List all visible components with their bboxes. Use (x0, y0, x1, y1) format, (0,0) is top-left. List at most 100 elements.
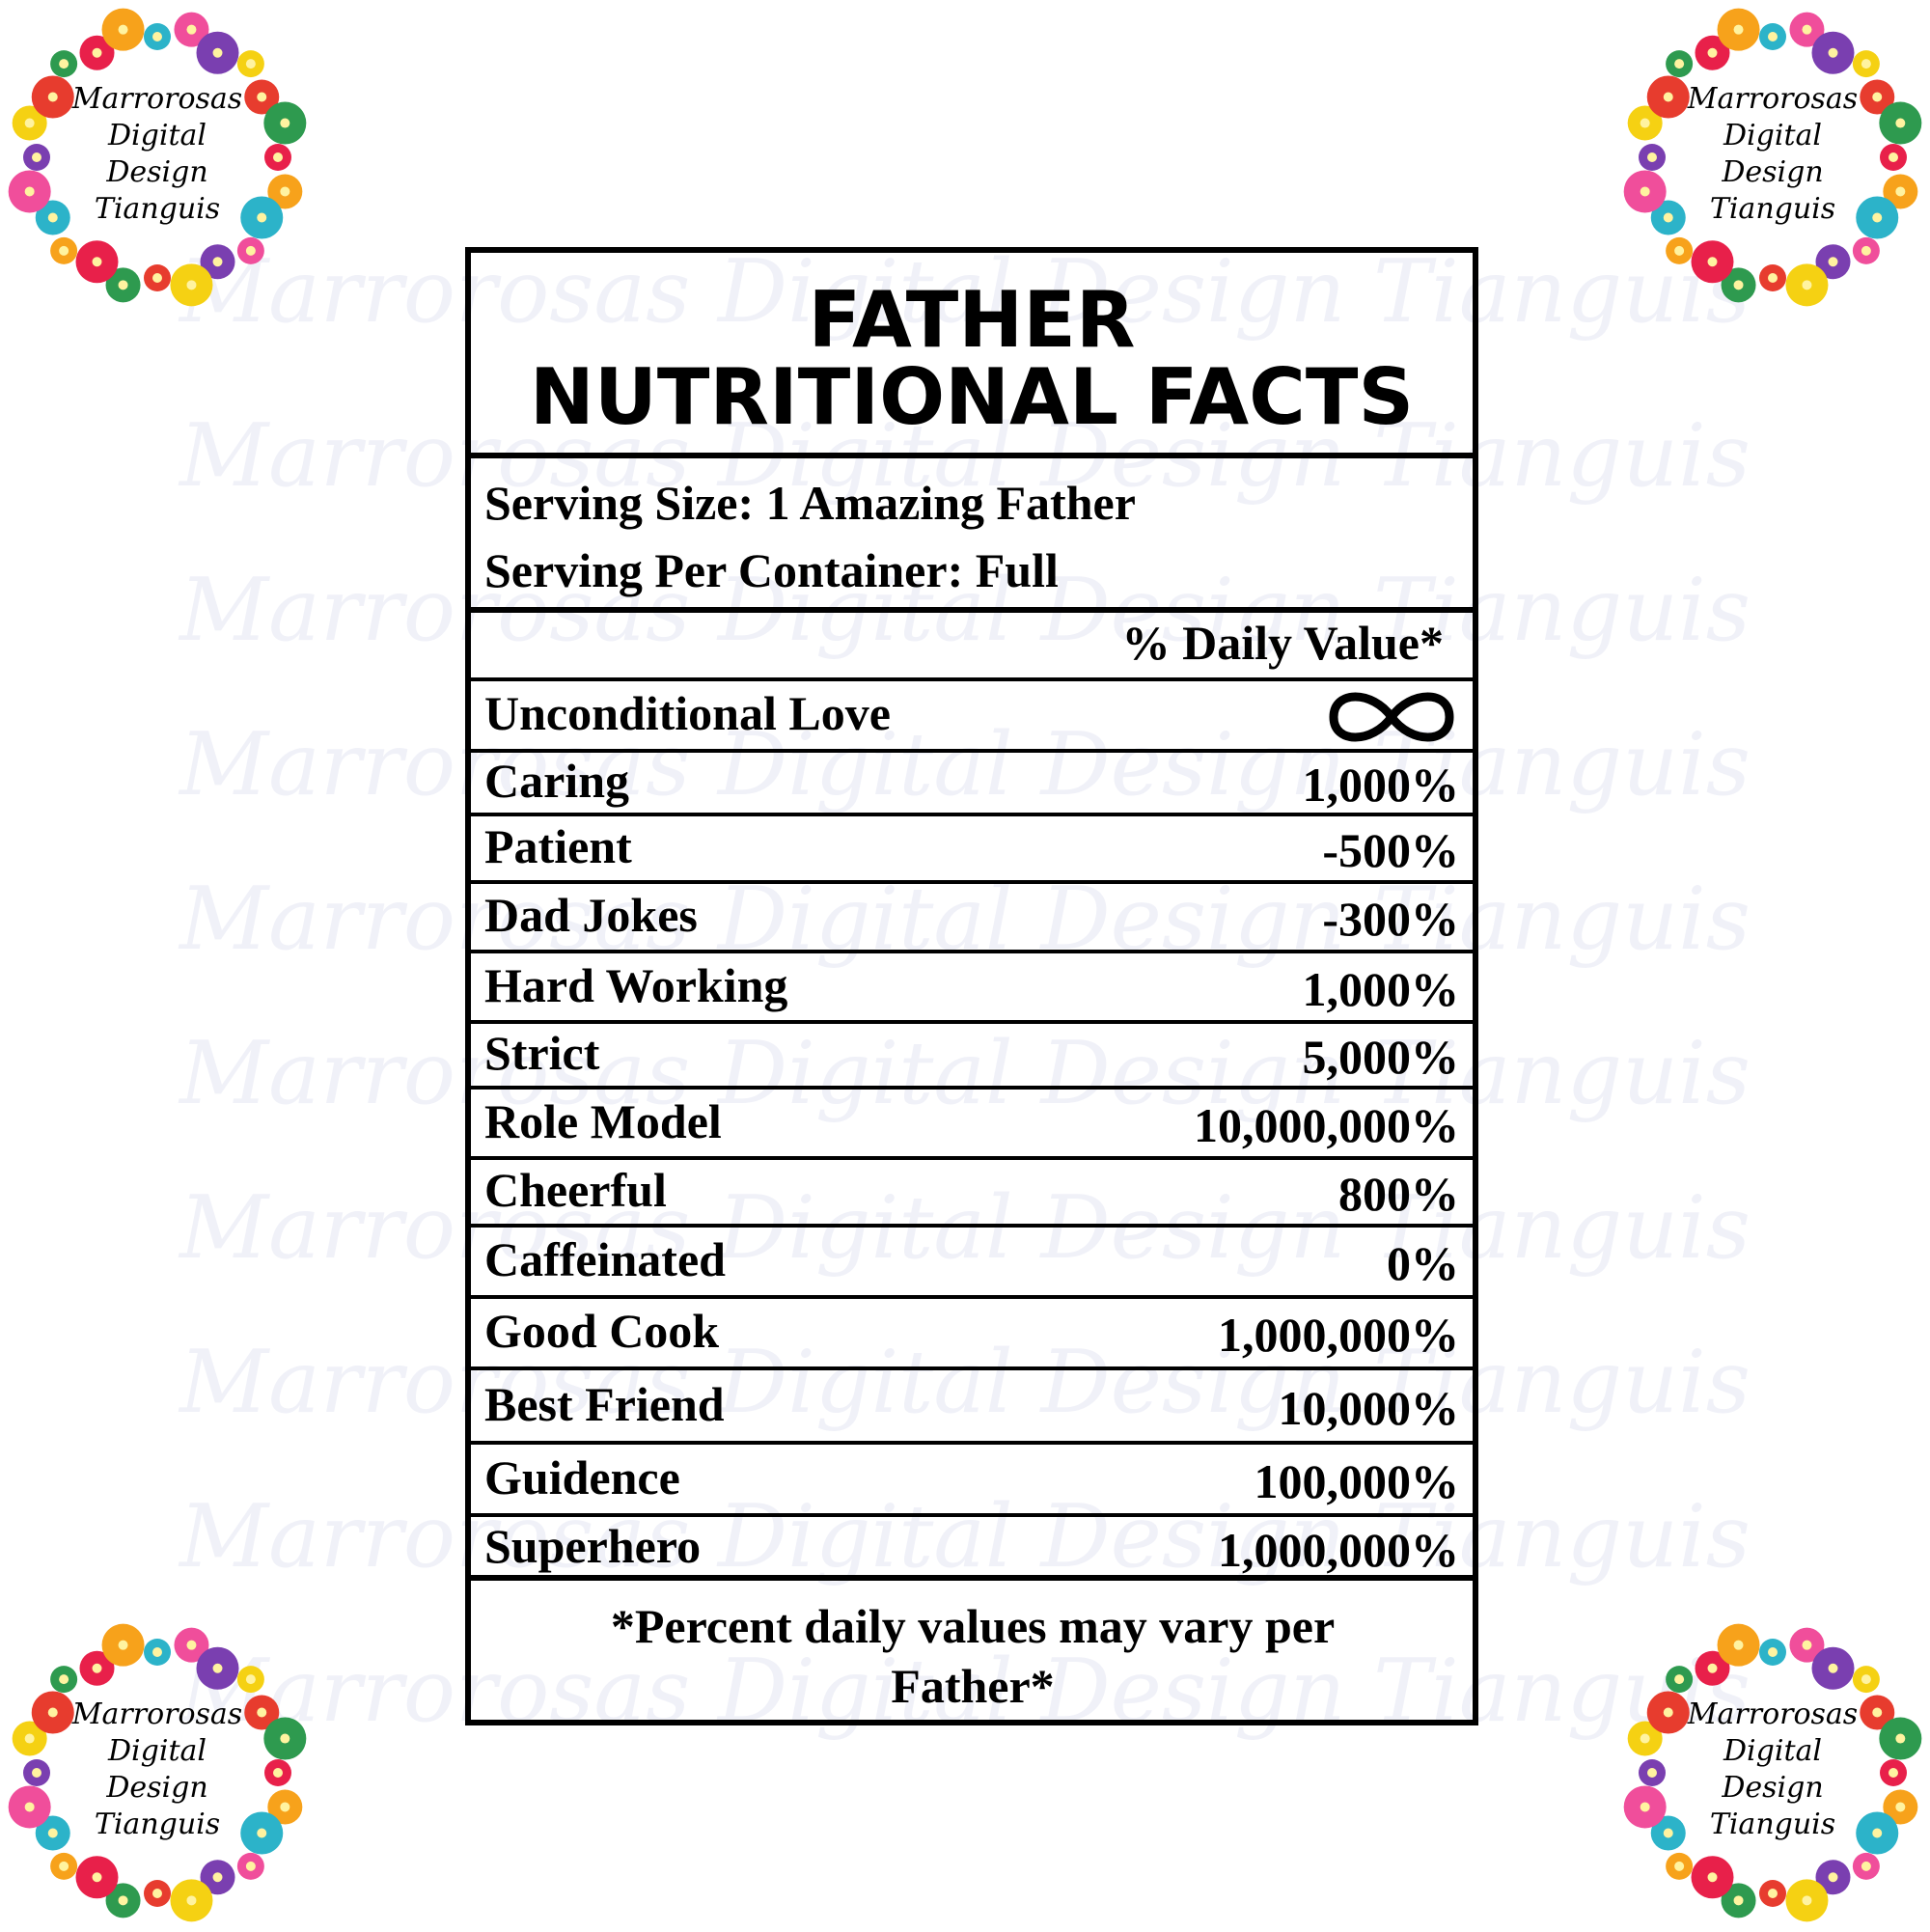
row-value: -300% (1322, 892, 1459, 946)
flower-center (24, 1733, 35, 1744)
row-divider (471, 1366, 1473, 1370)
logo-text: Design (106, 1771, 208, 1805)
row-value: 5,000% (1302, 1030, 1460, 1084)
flower-center (1872, 92, 1883, 102)
flower-center (245, 245, 256, 256)
flower-center (47, 1707, 58, 1718)
flower-center (1861, 59, 1871, 69)
flower-center (273, 1768, 283, 1778)
flower-center (1733, 280, 1744, 290)
flower-center (92, 47, 102, 58)
row-label: Best Friend (484, 1376, 725, 1431)
flower-center (24, 1802, 35, 1812)
flower-center (1733, 24, 1744, 35)
flower-center (1802, 24, 1812, 35)
logo: Marrorosas Digital Design Tianguis (1618, 1618, 1927, 1927)
logo-text: Design (106, 155, 208, 189)
flower-center (152, 1889, 162, 1898)
flower-center (1802, 1640, 1812, 1650)
flower-center (1828, 47, 1838, 58)
logo-text: Tianguis (1709, 192, 1836, 226)
flower-center (1872, 1707, 1883, 1718)
flower-center (24, 118, 35, 128)
row-label: Unconditional Love (484, 686, 891, 740)
row-label: Role Model (484, 1093, 722, 1148)
flower-center (32, 152, 41, 162)
flower-center (1768, 1647, 1778, 1657)
logo-text: Design (1722, 1771, 1824, 1805)
logo-text: Marrorosas (1687, 1697, 1859, 1731)
flower-center (1768, 273, 1778, 283)
watermark: Marrorosas Digital Design Tianguis (179, 241, 1751, 343)
watermark: Marrorosas Digital Design Tianguis (179, 1332, 1751, 1433)
row-divider (471, 813, 1473, 816)
flower-center (280, 186, 290, 197)
flower-center (59, 1861, 69, 1871)
flower-center (1861, 1674, 1871, 1685)
row-label: Strict (484, 1026, 600, 1080)
flower-center (280, 1733, 290, 1744)
row-label: Hard Working (484, 957, 788, 1012)
logo-text: Digital (1723, 119, 1822, 152)
row-label: Dad Jokes (484, 888, 698, 942)
divider (471, 607, 1473, 613)
flower-center (1663, 212, 1673, 223)
title-line: NUTRITIONAL FACTS (529, 352, 1415, 442)
flower-center (1640, 118, 1650, 128)
logo-text: Tianguis (94, 1808, 221, 1841)
logo-wreath (8, 8, 307, 307)
flower-center (186, 280, 197, 290)
flower-center (152, 273, 162, 283)
infinity-symbol (1329, 692, 1454, 742)
logo-wreath (1623, 8, 1922, 307)
flower-center (1768, 1889, 1778, 1898)
flower-center (1733, 1895, 1744, 1906)
flower-center (1647, 1768, 1657, 1778)
flower-center (59, 59, 69, 69)
logo-text: Marrorosas (71, 1697, 243, 1731)
flower-center (118, 24, 128, 35)
flower-center (92, 257, 102, 267)
row-divider (471, 1441, 1473, 1445)
flower-center (1895, 118, 1906, 128)
flower-center (1895, 1733, 1906, 1744)
flower-center (92, 1663, 102, 1673)
logo: Marrorosas Digital Design Tianguis (3, 1618, 312, 1927)
logo-wreath (1623, 1623, 1922, 1922)
flower-center (1861, 245, 1871, 256)
row-divider (471, 1224, 1473, 1228)
logo-wreath (8, 1623, 307, 1922)
flower-center (212, 47, 223, 58)
flower-center (32, 1768, 41, 1778)
flower-center (1707, 47, 1718, 58)
flower-center (1895, 186, 1906, 197)
logo-text: Tianguis (1709, 1808, 1836, 1841)
flower-center (1768, 32, 1778, 41)
row-divider (471, 1156, 1473, 1160)
row-label: Superhero (484, 1519, 702, 1573)
flower-center (59, 1674, 69, 1685)
flower-center (1674, 1861, 1685, 1871)
row-value: 1,000,000% (1218, 1523, 1459, 1577)
flower-center (118, 1895, 128, 1906)
row-divider (471, 749, 1473, 753)
flower-center (1640, 1733, 1650, 1744)
infinity-icon (1324, 686, 1459, 753)
row-label: Guidence (484, 1449, 680, 1504)
flower-center (245, 1861, 256, 1871)
row-value: 0% (1387, 1236, 1459, 1290)
flower-center (1828, 1872, 1838, 1883)
flower-center (257, 212, 267, 223)
flower-center (152, 32, 162, 41)
flower-center (1674, 59, 1685, 69)
flower-center (1647, 152, 1657, 162)
flower-center (1861, 1861, 1871, 1871)
row-value: 10,000% (1278, 1380, 1460, 1435)
flower-center (1733, 1640, 1744, 1650)
flower-center (1872, 1828, 1883, 1838)
row-value: 1,000% (1302, 961, 1460, 1016)
flower-center (92, 1872, 102, 1883)
footnote: *Percent daily values may vary per Fathe… (610, 1599, 1336, 1713)
watermark: Marrorosas Digital Design Tianguis (179, 1486, 1751, 1587)
flower-center (24, 186, 35, 197)
